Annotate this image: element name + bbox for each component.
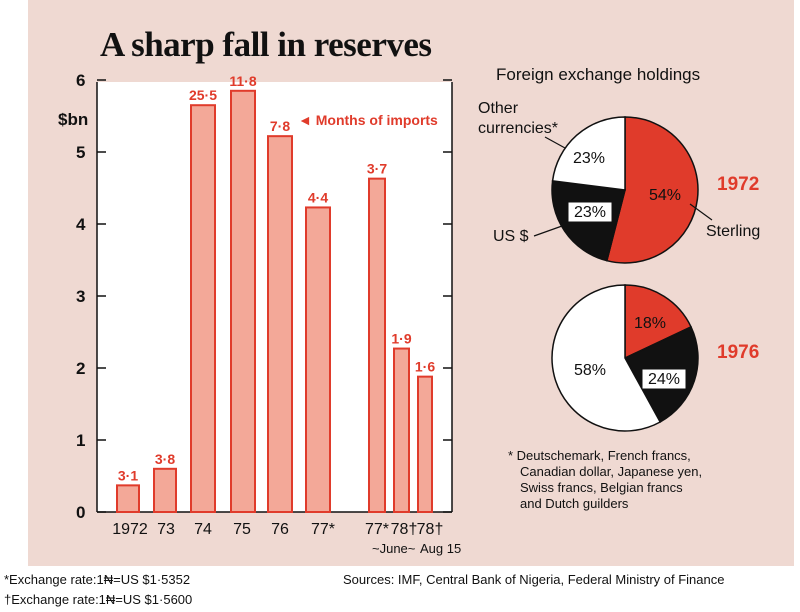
bar-value-label: 3·8 <box>155 451 175 467</box>
pie-slice-label: 23% <box>574 204 606 221</box>
pie-heading: Foreign exchange holdings <box>496 65 700 84</box>
pie-slice-label: 58% <box>574 362 606 379</box>
sterling-leader <box>689 203 713 221</box>
x-tick-label: 77* <box>365 521 389 538</box>
x-tick-label: 78† <box>391 521 418 538</box>
y-tick-label: 4 <box>76 215 86 234</box>
legend-note-line2: Canadian dollar, Japanese yen, <box>520 464 702 479</box>
bar <box>305 206 331 513</box>
chart-title: A sharp fall in reserves <box>100 25 432 64</box>
pie-1972: 54% 23% 23% <box>551 116 699 264</box>
legend-note-line3: Swiss francs, Belgian francs <box>520 480 683 495</box>
bar <box>417 375 433 514</box>
pie-slice-label: 24% <box>648 371 680 388</box>
x-tick-label: 74 <box>194 521 212 538</box>
usd-label: US $ <box>493 228 529 245</box>
aug-label: Aug 15 <box>420 541 461 556</box>
bar-value-label: 3·1 <box>118 467 138 483</box>
bar <box>230 89 256 514</box>
pie-slice <box>605 116 699 264</box>
x-axis: 1972 73 74 75 76 77* 77* 78† 78† <box>112 521 443 538</box>
bar <box>393 347 410 513</box>
pie-1976: 18% 24% 58% <box>551 284 699 432</box>
usd-leader <box>533 225 563 237</box>
y-tick-label: 0 <box>76 503 85 522</box>
y-tick-label: 5 <box>76 143 85 162</box>
bar <box>368 177 386 513</box>
year-1972-label: 1972 <box>717 174 759 195</box>
legend-note-line4: and Dutch guilders <box>520 496 629 511</box>
pie-slice <box>551 116 626 191</box>
sources-note: Sources: IMF, Central Bank of Nigeria, F… <box>343 572 724 587</box>
pie-label-box <box>567 201 613 223</box>
bar-value-label: 4·4 <box>308 189 328 205</box>
y-axis-label: $bn <box>58 110 88 129</box>
june-label: ~June~ <box>372 541 416 556</box>
bar-value-label: 1·6 <box>415 359 435 375</box>
pie-slice-label: 18% <box>634 315 666 332</box>
exchange-rate-note-1: *Exchange rate:1₦=US $1·5352 <box>4 572 190 587</box>
pie-slice-label: 54% <box>649 187 681 204</box>
y-tick-label: 6 <box>76 71 85 90</box>
bar-value-label: 25·5 <box>189 87 217 103</box>
sterling-label: Sterling <box>706 223 760 240</box>
bar <box>267 135 293 513</box>
y-tick-label: 3 <box>76 287 85 306</box>
bar-value-label: 7·8 <box>270 118 290 134</box>
x-tick-label: 73 <box>157 521 175 538</box>
y-tick-label: 1 <box>76 431 85 450</box>
exchange-rate-note-2: †Exchange rate:1₦=US $1·5600 <box>4 592 192 607</box>
other-currencies-label-line2: currencies* <box>478 120 558 137</box>
bar <box>116 484 140 513</box>
months-annotation-line1: ◄ Months of imports <box>298 112 438 128</box>
bar <box>153 467 177 513</box>
x-tick-label: 78† <box>417 521 444 538</box>
legend-note-line1: * Deutschemark, French francs, <box>508 448 691 463</box>
june-text: June <box>380 541 408 556</box>
pie-label-box <box>641 368 687 390</box>
bar-value-label: 1·9 <box>391 331 411 347</box>
other-currencies-leader <box>544 136 566 149</box>
x-tick-label: 75 <box>233 521 251 538</box>
bar-value-label: 3·7 <box>367 161 387 177</box>
x-tick-label: 1972 <box>112 521 148 538</box>
pie-slice <box>624 284 693 360</box>
other-currencies-label-line1: Other <box>478 100 519 117</box>
pie-slice-label: 23% <box>573 150 605 167</box>
y-tick-label: 2 <box>76 359 85 378</box>
bar <box>190 104 216 513</box>
bar-series: 3·1 3·8 25·5 11·8 7·8 4·4 3·7 1·91·6 <box>116 73 435 514</box>
x-tick-label: 77* <box>311 521 335 538</box>
bar-value-label: 11·8 <box>229 73 256 89</box>
year-1976-label: 1976 <box>717 342 759 363</box>
pie-slice <box>551 284 662 432</box>
months-annotation-text: ◄ Months of imports <box>298 112 438 128</box>
x-tick-label: 76 <box>271 521 289 538</box>
